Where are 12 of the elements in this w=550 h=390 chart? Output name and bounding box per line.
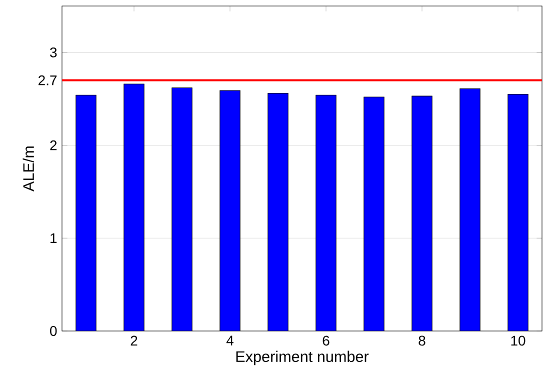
x-axis-title: Experiment number	[236, 350, 369, 366]
y-tick-label: 1	[50, 233, 57, 243]
x-tick-label: 10	[511, 336, 526, 346]
y-tick-label: 3	[50, 47, 57, 58]
x-tick-label: 4	[226, 336, 234, 346]
y-tick-label: 2.7	[38, 75, 57, 86]
y-tick-label: 2	[50, 140, 57, 150]
y-tick-label: 0	[50, 326, 57, 336]
x-tick-label: 2	[130, 336, 138, 346]
y-axis-title: ALE/m	[22, 146, 34, 192]
x-tick-label: 8	[418, 336, 426, 346]
x-tick-label: 6	[322, 336, 330, 346]
